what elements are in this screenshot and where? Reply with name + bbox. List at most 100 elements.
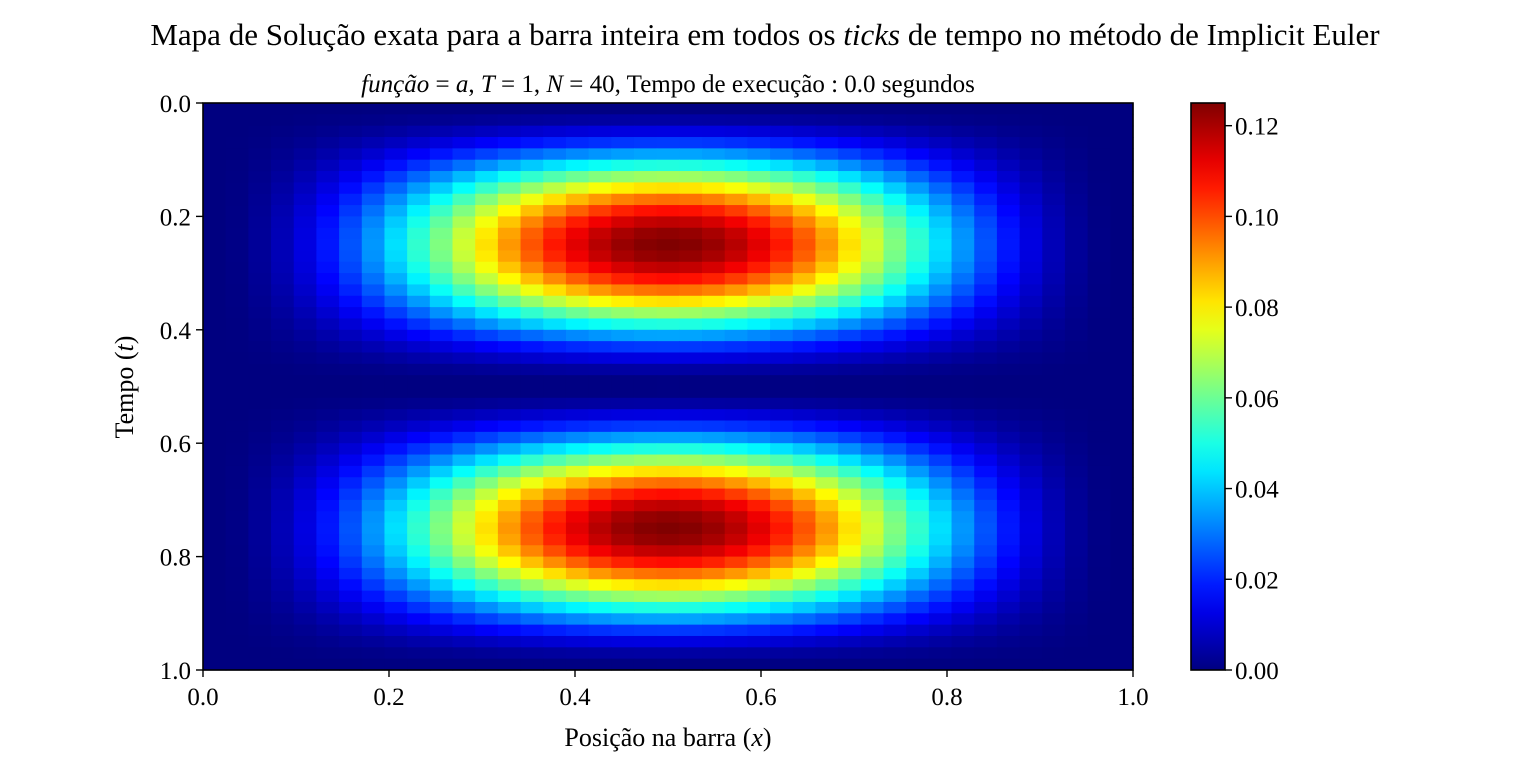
heatmap-cell [1087, 284, 1111, 297]
heatmap-cell [225, 250, 249, 263]
heatmap-cell [452, 545, 476, 558]
heatmap-cell [1110, 341, 1134, 354]
heatmap-cell [271, 216, 295, 229]
heatmap-cell [770, 409, 794, 422]
heatmap-cell [407, 635, 431, 648]
heatmap-cell [611, 193, 635, 206]
heatmap-cell [293, 363, 318, 376]
heatmap-cell [293, 352, 318, 365]
heatmap-cell [475, 522, 499, 535]
heatmap-cell [588, 341, 612, 354]
heatmap-cell [1019, 635, 1043, 648]
heatmap-cell [702, 114, 726, 127]
heatmap-cell [815, 193, 839, 206]
heatmap-cell [1087, 193, 1111, 206]
heatmap-cell [815, 137, 839, 149]
heatmap-cell [770, 658, 794, 671]
heatmap-cell [724, 499, 748, 512]
x-tick-label: 0.6 [745, 684, 776, 711]
heatmap-cell [906, 454, 930, 467]
heatmap-cell [203, 114, 227, 127]
heatmap-cell [792, 125, 817, 138]
heatmap-cell [520, 159, 544, 172]
heatmap-cell [883, 329, 907, 342]
heatmap-cell [679, 125, 703, 138]
heatmap-cell [611, 590, 635, 603]
heatmap-cell [611, 103, 635, 115]
heatmap-cell [225, 295, 249, 308]
heatmap-cell [225, 137, 249, 149]
heatmap-cell [747, 420, 771, 433]
heatmap-cell [1042, 363, 1066, 376]
heatmap-cell [316, 273, 340, 286]
heatmap-cell [339, 216, 363, 229]
heatmap-cell [293, 647, 318, 660]
heatmap-cell [611, 284, 635, 297]
heatmap-cell [611, 545, 635, 558]
heatmap-cell [452, 103, 476, 115]
heatmap-cell [883, 182, 907, 195]
heatmap-cell [407, 545, 431, 558]
heatmap-cell [974, 363, 998, 376]
heatmap-cell [225, 443, 249, 456]
heatmap-cell [792, 159, 817, 172]
heatmap-cell [271, 171, 295, 183]
heatmap-cell [792, 601, 817, 614]
heatmap-cell [860, 341, 885, 354]
heatmap-cell [1110, 397, 1134, 410]
heatmap-cell [770, 431, 794, 444]
heatmap-cell [565, 352, 590, 365]
heatmap-cell [565, 193, 590, 206]
heatmap-cell [815, 205, 839, 217]
heatmap-cell [702, 601, 726, 614]
heatmap-cell [633, 295, 658, 308]
heatmap-cell [656, 522, 680, 535]
heatmap-cell [497, 499, 522, 512]
heatmap-cell [883, 567, 907, 580]
heatmap-cell [203, 125, 227, 138]
heatmap-cell [702, 443, 726, 456]
heatmap-cell [838, 295, 862, 308]
heatmap-cell [588, 261, 612, 274]
heatmap-cell [679, 624, 703, 637]
heatmap-cell [611, 205, 635, 217]
heatmap-cell [928, 488, 953, 501]
heatmap-cell [407, 409, 431, 422]
heatmap-cell [611, 647, 635, 660]
heatmap-cell [996, 443, 1021, 456]
heatmap-cell [248, 567, 272, 580]
heatmap-cell [838, 454, 862, 467]
heatmap-cell [361, 182, 386, 195]
heatmap-cell [407, 556, 431, 569]
heatmap-cell [883, 454, 907, 467]
heatmap-cell [996, 454, 1021, 467]
heatmap-cell [996, 477, 1021, 490]
heatmap-cell [248, 273, 272, 286]
heatmap-cell [497, 295, 522, 308]
heatmap-cell [543, 250, 567, 263]
heatmap-cell [906, 125, 930, 138]
heatmap-cell [293, 261, 318, 274]
heatmap-cell [679, 148, 703, 161]
heatmap-cell [883, 125, 907, 138]
heatmap-cell [906, 499, 930, 512]
heatmap-cell [452, 613, 476, 626]
heatmap-cell [656, 624, 680, 637]
x-tick-label: 0.8 [931, 684, 962, 711]
heatmap-cell [225, 488, 249, 501]
heatmap-cell [407, 148, 431, 161]
heatmap-cell [475, 431, 499, 444]
heatmap-cell [702, 545, 726, 558]
heatmap-cell [225, 125, 249, 138]
heatmap-cell [815, 227, 839, 240]
heatmap-cell [792, 465, 817, 478]
heatmap-cell [860, 239, 885, 252]
heatmap-cell [361, 511, 386, 524]
heatmap-cell [475, 159, 499, 172]
heatmap-cell [1019, 193, 1043, 206]
heatmap-cell [770, 148, 794, 161]
heatmap-cell [271, 590, 295, 603]
heatmap-cell [906, 261, 930, 274]
heatmap-cell [996, 239, 1021, 252]
heatmap-cell [543, 307, 567, 320]
